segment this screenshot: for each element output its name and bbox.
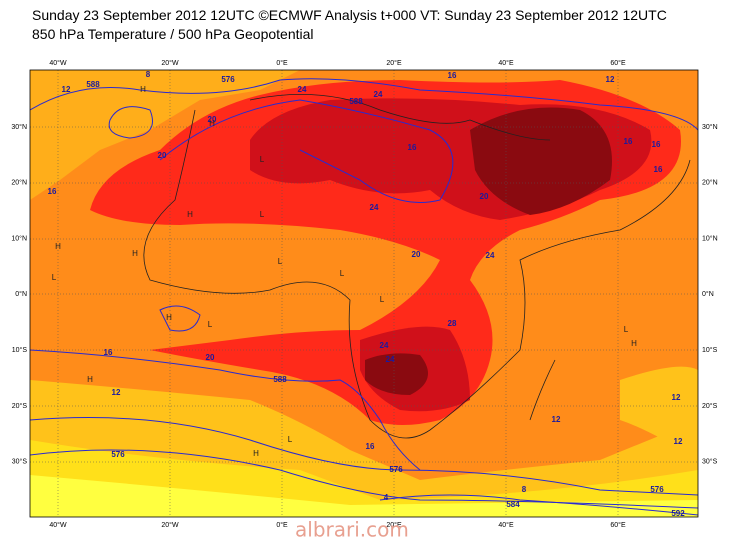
pressure-mark: H [132,249,138,258]
contour-label: 12 [606,75,615,84]
pressure-mark: H [187,210,193,219]
contour-label: 16 [624,137,633,146]
contour-label: 588 [86,80,100,89]
contour-label: 576 [221,75,235,84]
contour-label: 20 [208,115,217,124]
latitude-labels: 30°N 30°N 20°N 20°N 10°N 10°N 0°N 0°N 10°S 10°S 20… [11,123,717,466]
pressure-mark: H [253,449,259,458]
pressure-mark: L [260,155,265,164]
contour-label: 28 [448,319,457,328]
pressure-mark: L [260,210,265,219]
latitude-label: 30°S [702,458,718,466]
contour-label: 16 [652,140,661,149]
pressure-mark: H [87,375,93,384]
longitude-label: 60°E [610,521,626,529]
pressure-mark: H [55,242,61,251]
longitude-label: 0°E [276,521,288,529]
latitude-label: 20°S [12,402,28,410]
contour-label: 576 [650,485,664,494]
contour-label: 16 [408,143,417,152]
contour-label: 16 [48,187,57,196]
pressure-mark: H [140,85,146,94]
longitude-label: 0°E [276,59,288,67]
subtitle: 850 hPa Temperature / 500 hPa Geopotenti… [32,26,314,42]
contour-label: 8 [522,485,527,494]
latitude-label: 10°S [12,346,28,354]
latitude-label: 10°N [702,234,718,242]
longitude-label: 40°W [49,521,67,529]
pressure-mark: L [380,295,385,304]
contour-label: 16 [448,71,457,80]
contour-label: 576 [111,450,125,459]
contour-label: 588 [349,97,363,106]
longitude-label: 40°E [498,521,514,529]
longitude-labels: 40°W 40°W 20°W 20°W 0°E 0°E 20°E 20°E 40°E 40°E 60… [49,59,626,529]
latitude-label: 30°N [11,123,27,131]
map [30,70,698,517]
latitude-label: 0°N [15,290,27,298]
contour-label: 12 [672,393,681,402]
longitude-label: 20°W [161,521,179,529]
contour-label: 24 [374,90,383,99]
pressure-mark: L [278,257,283,266]
contour-label: 16 [104,348,113,357]
latitude-label: 30°S [12,458,28,466]
latitude-label: 20°N [11,179,27,187]
pressure-mark: L [208,320,213,329]
contour-label: 12 [552,415,561,424]
contour-label: 16 [654,165,663,174]
title: Sunday 23 September 2012 12UTC ©ECMWF An… [32,7,667,23]
longitude-label: 20°E [386,59,402,67]
contour-label: 576 [389,465,403,474]
latitude-label: 20°N [702,179,718,187]
contour-label: 12 [674,437,683,446]
latitude-label: 20°S [702,402,718,410]
contour-label: 20 [480,192,489,201]
contour-label: 584 [506,500,520,509]
contour-label: 24 [380,341,389,350]
pressure-mark: L [340,269,345,278]
longitude-label: 60°E [610,59,626,67]
contour-label: 20 [206,353,215,362]
pressure-mark: H [209,119,215,128]
contour-label: 20 [412,250,421,259]
contour-label: 20 [158,151,167,160]
pressure-mark: L [52,273,57,282]
longitude-label: 40°E [498,59,514,67]
contour-label: 12 [112,388,121,397]
contour-label: 16 [366,442,375,451]
contour-label: 24 [370,203,379,212]
pressure-mark: L [624,325,629,334]
contour-label: 24 [386,355,395,364]
longitude-label: 20°E [386,521,402,529]
longitude-label: 40°W [49,59,67,67]
latitude-label: 30°N [702,123,718,131]
pressure-mark: H [631,339,637,348]
map-frame [29,69,699,518]
contour-label: 592 [671,509,685,518]
contour-label: 12 [62,85,71,94]
contour-label: 24 [486,251,495,260]
latitude-label: 10°S [702,346,718,354]
longitude-label: 20°W [161,59,179,67]
pressure-mark: H [166,313,172,322]
watermark: albrari.com [295,518,409,538]
pressure-mark: L [288,435,293,444]
contour-label: 4 [384,493,389,502]
latitude-label: 10°N [11,234,27,242]
contour-label: 588 [273,375,287,384]
contour-label: 8 [146,70,151,79]
contour-labels: 8 12 588 576 24 20 588 24 16 16 20 16 24 20 16 16 20 24 28… [48,70,686,518]
contour-label: 24 [298,85,307,94]
latitude-label: 0°N [702,290,714,298]
